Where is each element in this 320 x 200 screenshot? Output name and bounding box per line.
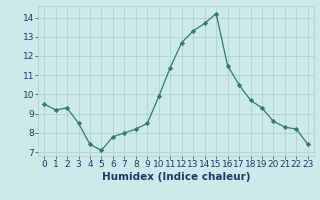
X-axis label: Humidex (Indice chaleur): Humidex (Indice chaleur): [102, 172, 250, 182]
